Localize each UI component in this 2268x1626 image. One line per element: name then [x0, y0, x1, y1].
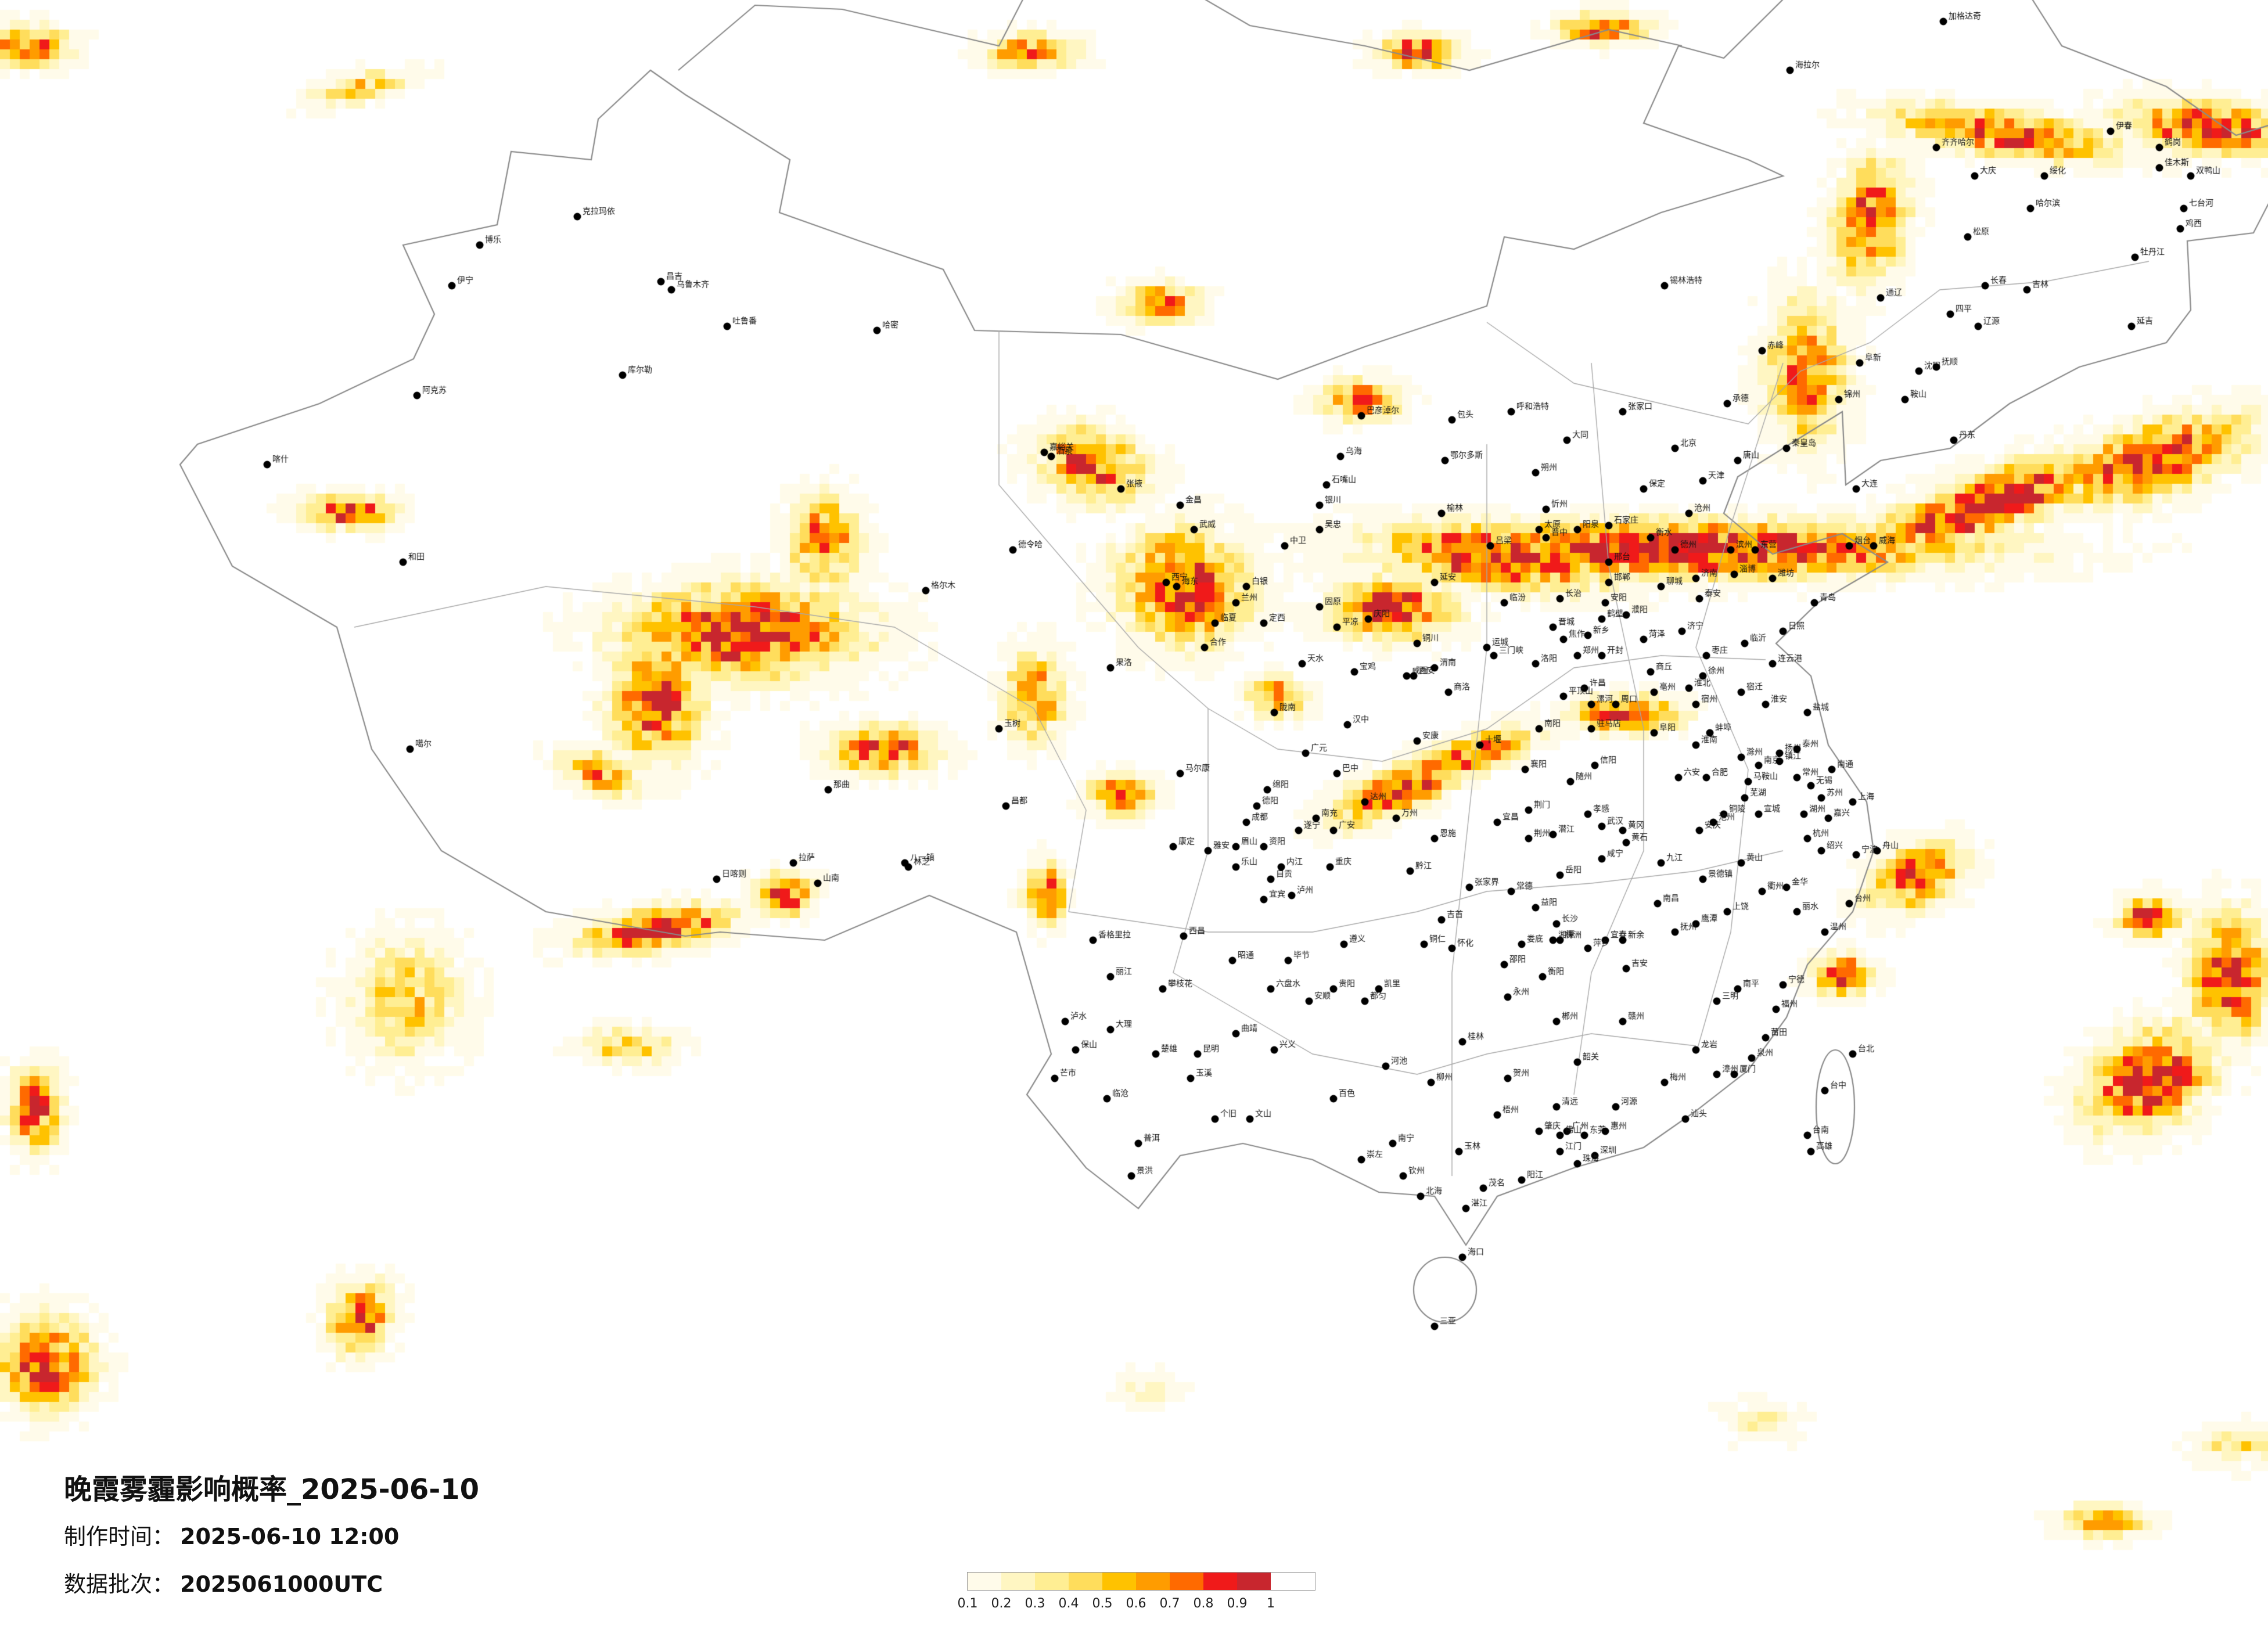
legend-swatch: [1102, 1573, 1136, 1590]
legend-tick-label: 0.7: [1159, 1596, 1180, 1611]
production-time: 制作时间： 2025-06-10 12:00: [64, 1519, 399, 1551]
legend-swatch: [1170, 1573, 1203, 1590]
data-batch: 数据批次： 2025061000UTC: [64, 1566, 383, 1598]
legend-swatch: [1136, 1573, 1170, 1590]
legend-tick-label: 0.3: [1025, 1596, 1045, 1611]
legend-swatch: [1001, 1573, 1035, 1590]
data-batch-value: 2025061000UTC: [180, 1571, 383, 1597]
production-time-value: 2025-06-10 12:00: [180, 1524, 400, 1549]
legend-tick-label: 0.5: [1092, 1596, 1113, 1611]
legend-tick-label: 0.2: [991, 1596, 1012, 1611]
legend-tick-label: 0.8: [1193, 1596, 1214, 1611]
production-time-label: 制作时间：: [64, 1524, 175, 1549]
legend-tick-label: 0.6: [1126, 1596, 1146, 1611]
legend-labels: 0.1 0.2 0.3 0.4 0.5 0.6 0.7 0.8 0.9 1: [958, 1591, 1315, 1614]
legend-tick-label: 0.1: [957, 1596, 978, 1611]
legend-tick-label: 0.9: [1227, 1596, 1248, 1611]
legend-swatch: [968, 1573, 1001, 1590]
legend-color-bar: [967, 1572, 1315, 1591]
legend-tick-label: 1: [1267, 1596, 1275, 1611]
legend-swatch: [1203, 1573, 1237, 1590]
legend-swatch: [1035, 1573, 1069, 1590]
data-batch-label: 数据批次：: [64, 1571, 175, 1597]
map-title: 晚霞雾霾影响概率_2025-06-10: [64, 1473, 480, 1506]
legend-swatch: [1237, 1573, 1271, 1590]
legend-swatch: [1069, 1573, 1102, 1590]
color-legend: 0.1 0.2 0.3 0.4 0.5 0.6 0.7 0.8 0.9 1: [958, 1572, 1315, 1614]
legend-tick-label: 0.4: [1058, 1596, 1079, 1611]
